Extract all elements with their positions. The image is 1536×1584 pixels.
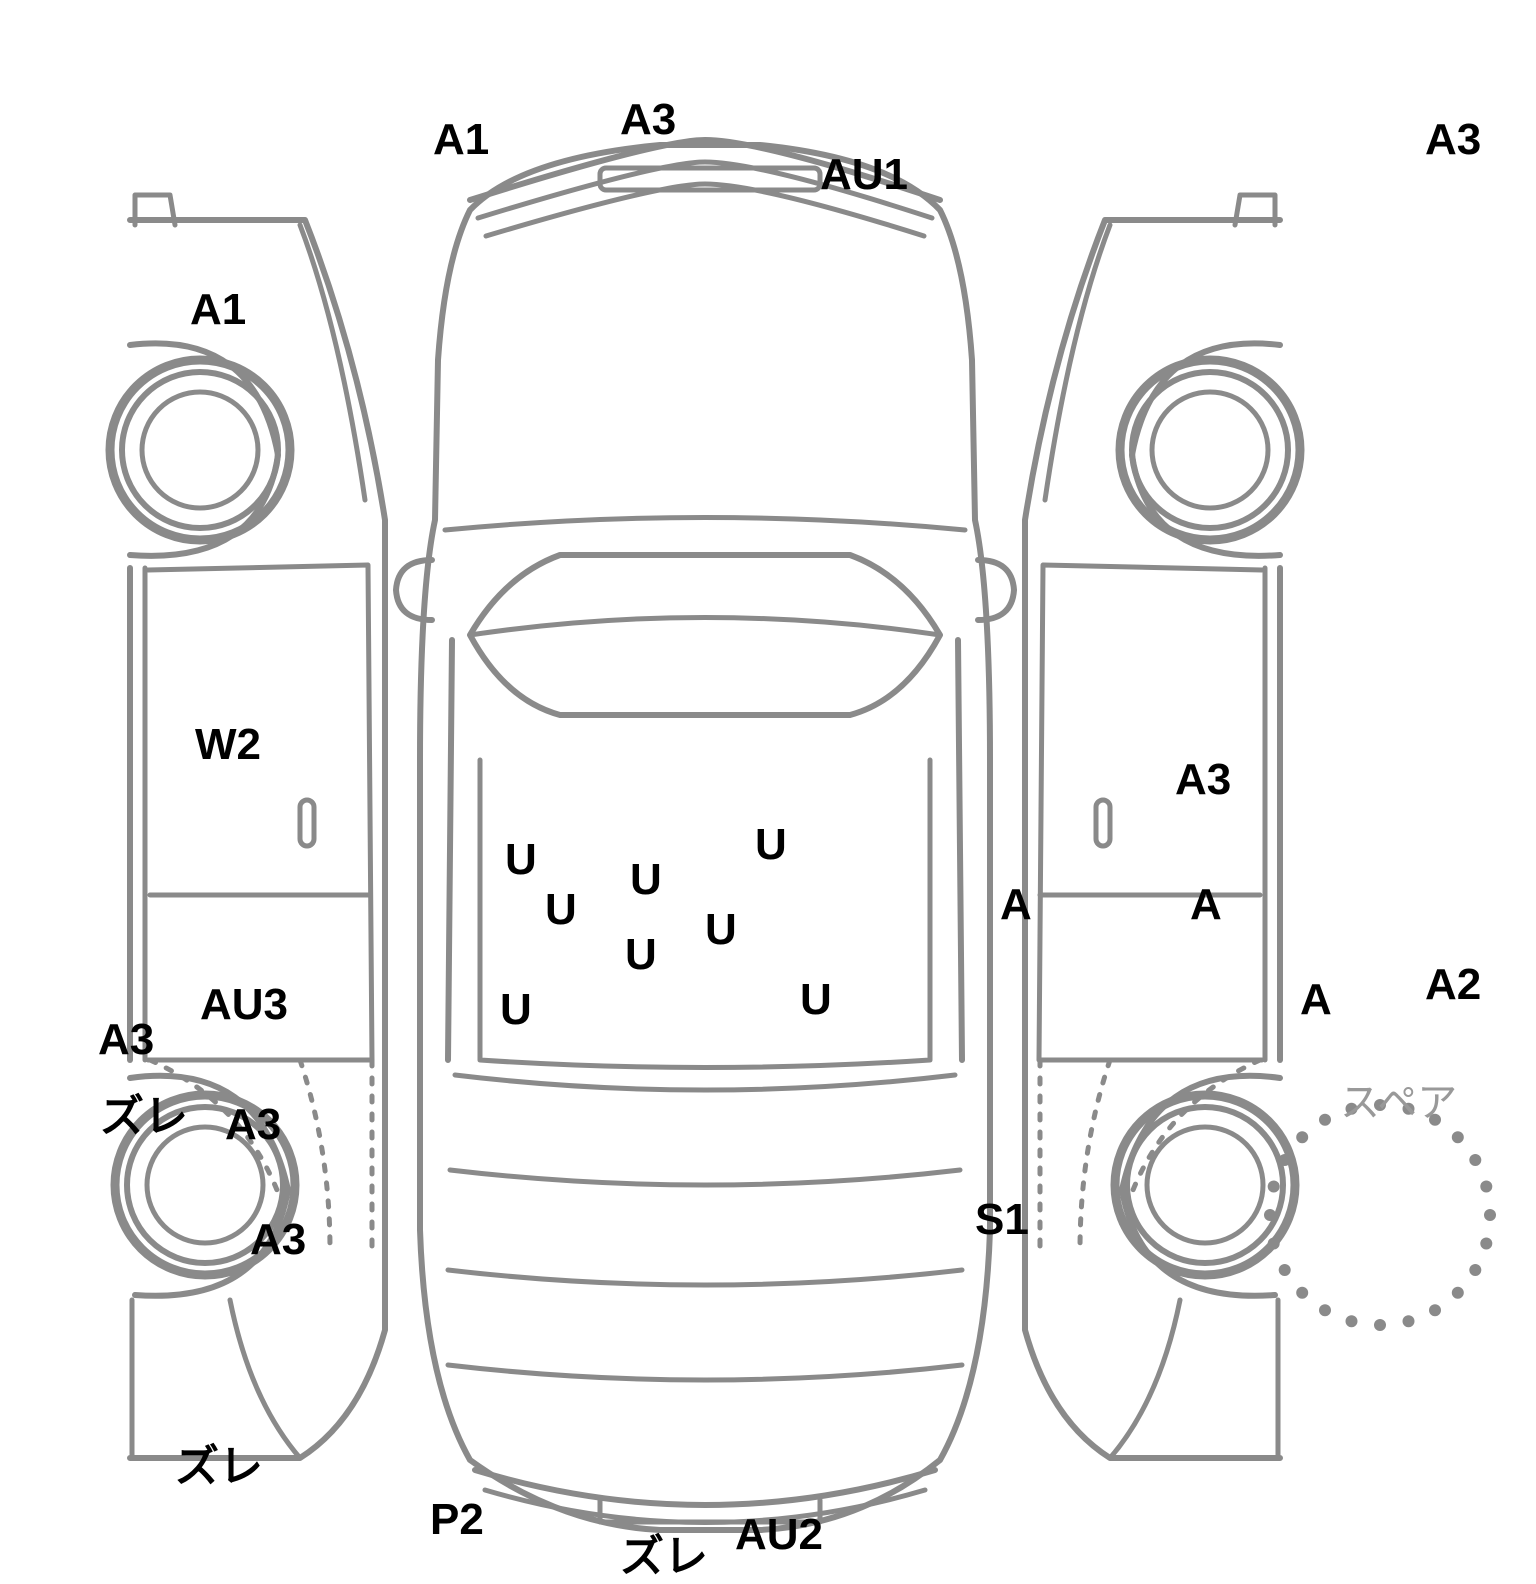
damage-label-left-a1: A1	[190, 285, 246, 335]
damage-label-rear-p2: P2	[430, 1495, 484, 1545]
damage-label-roof-u3: U	[630, 855, 662, 905]
damage-label-front-a3: A3	[620, 95, 676, 145]
damage-label-front-au1: AU1	[820, 150, 908, 200]
damage-label-right-a-edge: A	[1190, 880, 1222, 930]
spare-label: スペア	[1340, 1070, 1457, 1128]
damage-label-left-a3-mid: A3	[225, 1100, 281, 1150]
damage-label-left-a3-edge: A3	[98, 1015, 154, 1065]
damage-label-front-a1: A1	[433, 115, 489, 165]
damage-label-roof-u4: U	[625, 930, 657, 980]
damage-label-left-a3-low: A3	[250, 1215, 306, 1265]
damage-label-right-a-inner: A	[1000, 880, 1032, 930]
damage-label-left-zure2: ズレ	[175, 1430, 263, 1494]
damage-label-left-zure1: ズレ	[100, 1080, 188, 1144]
damage-label-right-a3-door: A3	[1175, 755, 1231, 805]
damage-label-rear-zure: ズレ	[620, 1520, 708, 1584]
damage-label-roof-u8: U	[800, 975, 832, 1025]
damage-label-roof-u7: U	[500, 985, 532, 1035]
car-diagram	[0, 0, 1536, 1568]
damage-label-roof-u1: U	[505, 835, 537, 885]
damage-label-roof-u6: U	[755, 820, 787, 870]
damage-label-rear-au2: AU2	[735, 1510, 823, 1560]
damage-label-roof-u2: U	[545, 885, 577, 935]
damage-label-topright-a3: A3	[1425, 115, 1481, 165]
damage-label-roof-u5: U	[705, 905, 737, 955]
damage-label-left-w2: W2	[195, 720, 261, 770]
damage-label-left-au3: AU3	[200, 980, 288, 1030]
damage-label-right-s1: S1	[975, 1195, 1029, 1245]
damage-label-far-a2: A2	[1425, 960, 1481, 1010]
damage-label-far-a: A	[1300, 975, 1332, 1025]
